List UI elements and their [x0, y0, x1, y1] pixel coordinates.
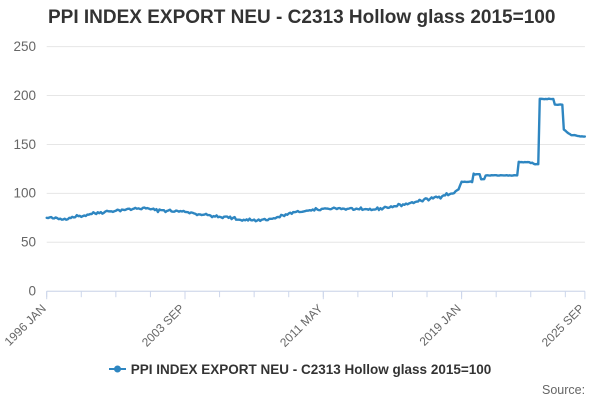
svg-text:2025 SEP: 2025 SEP — [539, 301, 587, 349]
svg-text:1996 JAN: 1996 JAN — [2, 301, 49, 348]
svg-text:100: 100 — [13, 186, 36, 201]
svg-text:250: 250 — [13, 39, 36, 54]
svg-text:50: 50 — [21, 235, 36, 250]
svg-text:200: 200 — [13, 88, 36, 103]
svg-text:0: 0 — [28, 284, 36, 299]
svg-text:150: 150 — [13, 137, 36, 152]
svg-text:2003 SEP: 2003 SEP — [139, 301, 187, 349]
svg-text:2011 MAY: 2011 MAY — [277, 301, 325, 349]
svg-text:2019 JAN: 2019 JAN — [417, 301, 464, 348]
